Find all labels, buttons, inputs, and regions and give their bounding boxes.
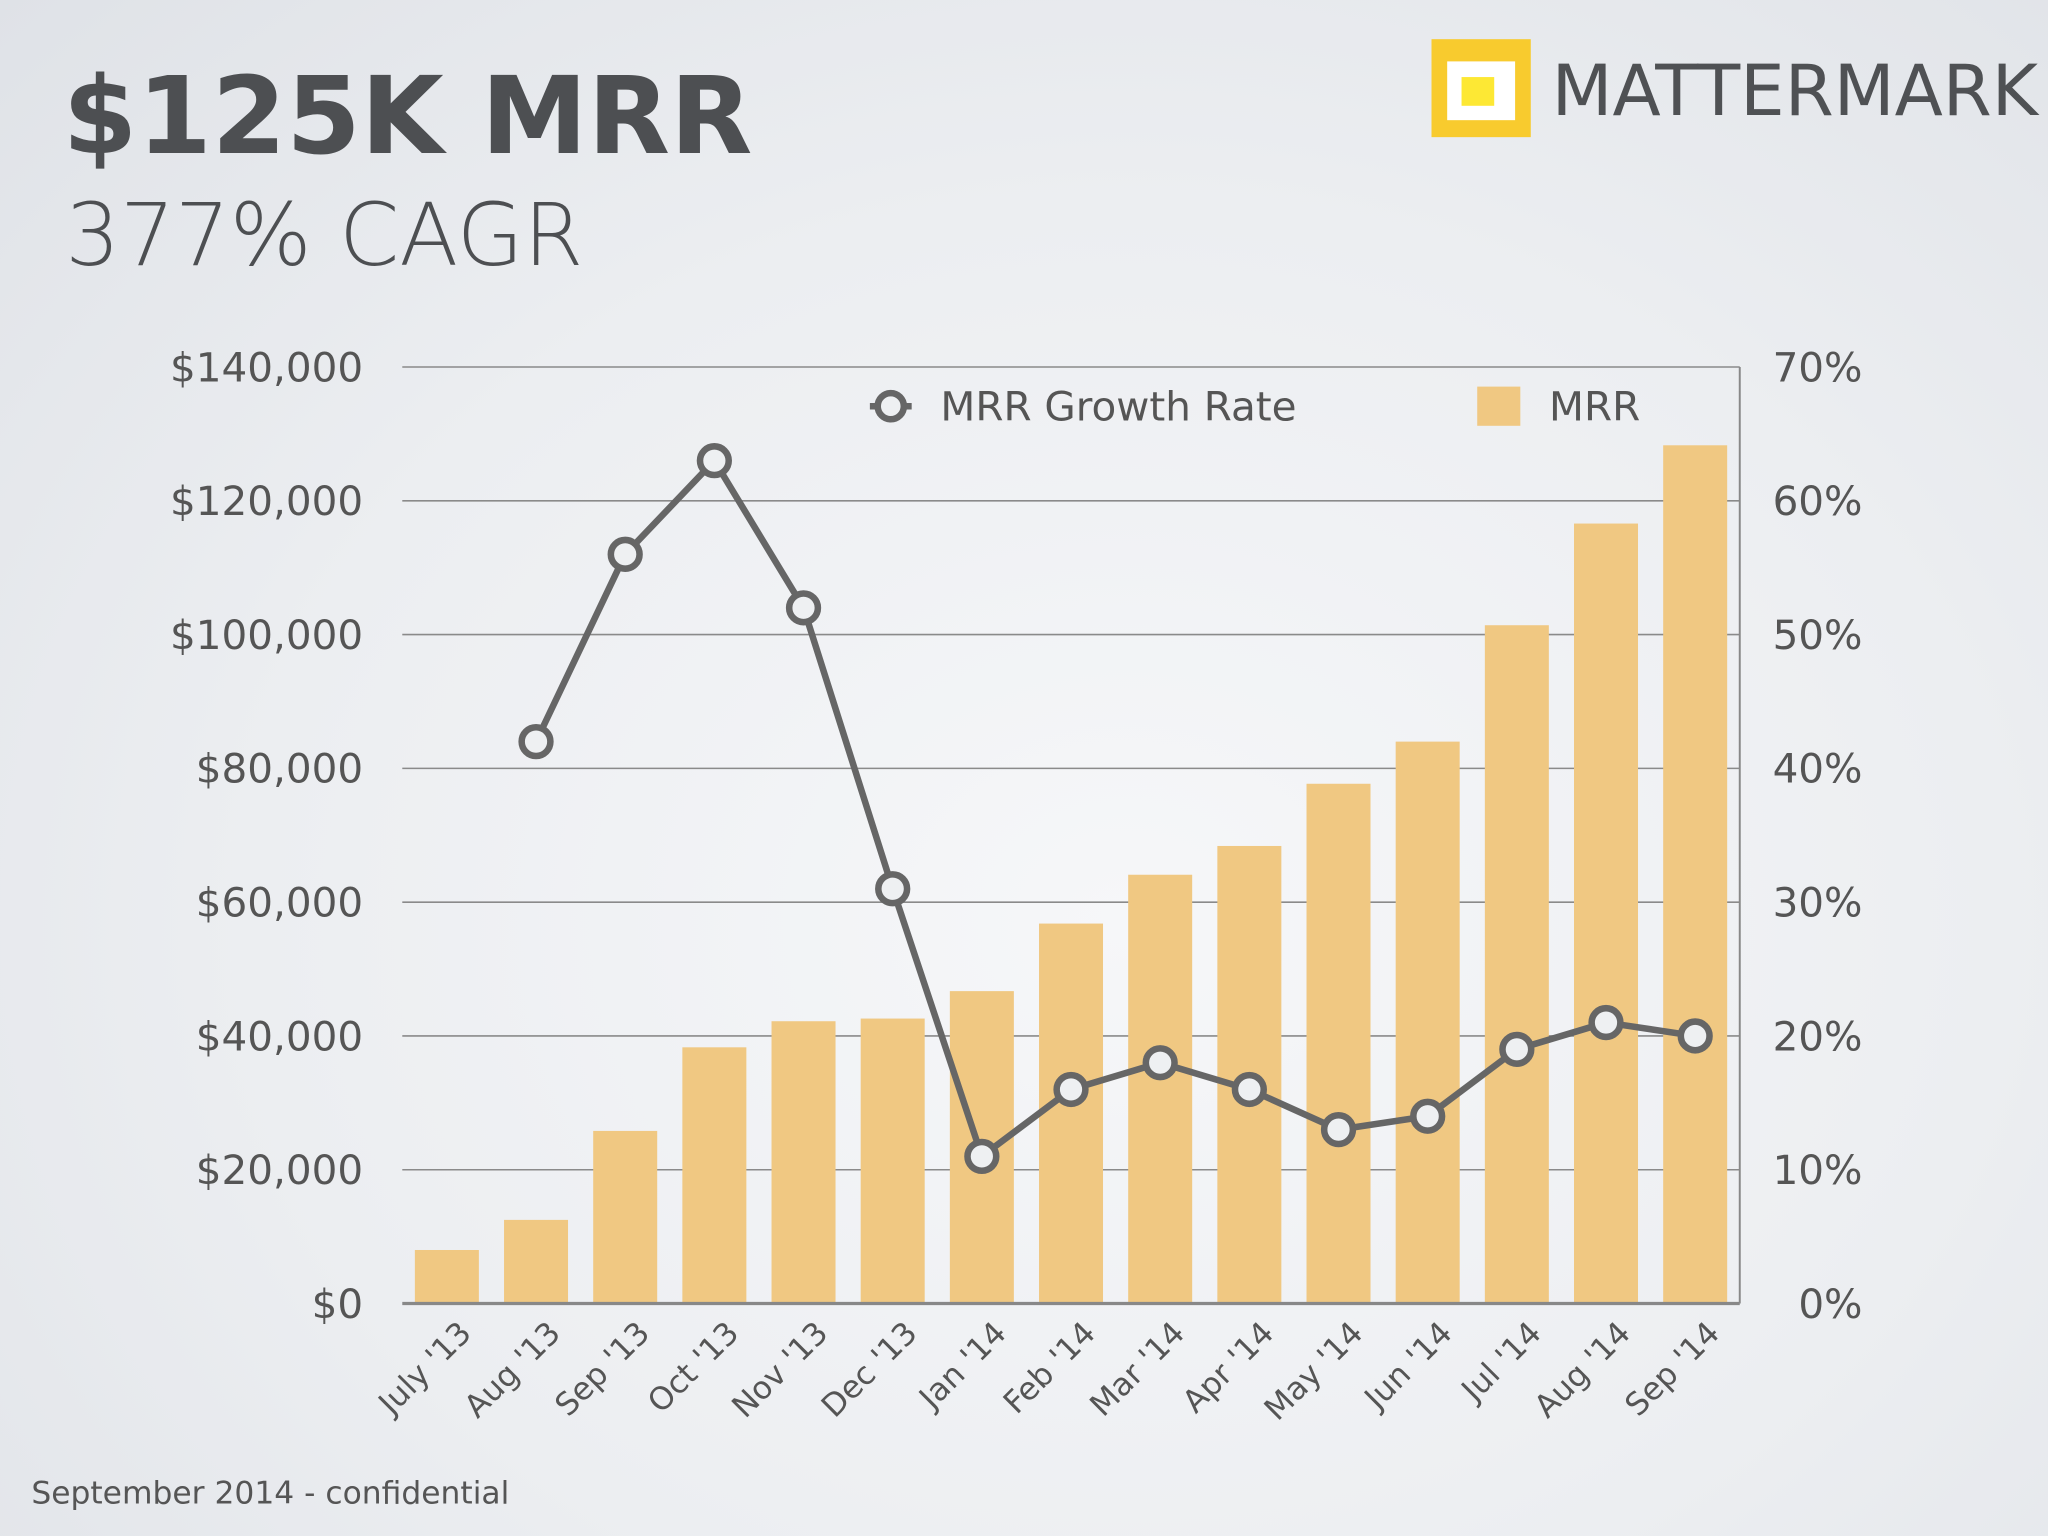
x-tick-label: Sep '13	[548, 1315, 657, 1424]
y-right-tick-label: 60%	[1773, 477, 1863, 525]
growth-rate-point	[1410, 1098, 1446, 1134]
growth-rate-point	[1499, 1031, 1535, 1067]
x-tick-label: May '14	[1258, 1315, 1371, 1428]
growth-rate-point	[1231, 1071, 1267, 1108]
growth-rate-line	[533, 457, 1696, 1160]
y-right-tick-label: 30%	[1773, 879, 1863, 927]
brand-name: MATTERMARK	[1552, 50, 2040, 132]
growth-rate-point	[1320, 1111, 1357, 1148]
x-tick-label: Sep '14	[1618, 1315, 1727, 1424]
brand-logo: MATTERMARK	[1431, 39, 2040, 138]
y-axis-left: $0 $20,000 $40,000 $60,000 $80,000 $100,000 $1…	[170, 343, 363, 1327]
bar-mrr	[860, 1018, 925, 1304]
growth-rate-point	[1677, 1018, 1713, 1054]
x-tick-label: Feb '14	[997, 1315, 1103, 1421]
x-tick-label: Aug '14	[1528, 1315, 1638, 1425]
growth-rate-point	[1053, 1071, 1089, 1108]
y-right-tick-label: 10%	[1773, 1146, 1863, 1194]
bar-mrr	[1574, 523, 1639, 1304]
x-tick-label: Jan '14	[911, 1315, 1013, 1417]
growth-rate-point	[1142, 1045, 1178, 1081]
legend-marker-icon	[874, 389, 908, 423]
bar-mrr	[1128, 874, 1193, 1304]
bar-mrr	[1663, 445, 1728, 1304]
x-tick-label: Nov '13	[725, 1315, 835, 1425]
bar-mrr	[1039, 923, 1104, 1304]
growth-rate-point	[696, 443, 732, 479]
y-left-tick-label: $140,000	[170, 343, 363, 391]
y-left-tick-label: $100,000	[170, 611, 363, 659]
page-subtitle: 377% CAGR	[65, 186, 583, 286]
y-left-tick-label: $20,000	[196, 1146, 363, 1194]
growth-rate-point	[785, 590, 822, 626]
x-tick-label: Jun '14	[1357, 1315, 1460, 1418]
growth-rate-point	[875, 871, 911, 907]
growth-rate-point	[964, 1138, 1000, 1174]
bar-mrr	[771, 1021, 836, 1304]
line-series-growth-rate	[518, 443, 1713, 1174]
y-right-tick-label: 40%	[1773, 745, 1863, 793]
bar-mrr	[414, 1249, 479, 1304]
growth-rate-point	[607, 536, 643, 572]
legend-bar-swatch	[1477, 386, 1521, 426]
bar-mrr	[1484, 625, 1549, 1304]
x-tick-label: Dec '13	[815, 1315, 925, 1425]
x-tick-label: July '13	[371, 1315, 479, 1423]
growth-rate-point	[518, 723, 554, 760]
y-left-tick-label: $0	[312, 1280, 364, 1328]
legend-label-growth: MRR Growth Rate	[940, 383, 1296, 431]
bar-mrr	[1306, 783, 1371, 1304]
bar-mrr	[1395, 741, 1460, 1304]
logo-center-square	[1461, 77, 1495, 106]
y-left-tick-label: $120,000	[170, 477, 363, 525]
plot-frame	[402, 367, 1741, 1306]
y-right-tick-label: 70%	[1773, 343, 1863, 391]
y-right-tick-label: 20%	[1773, 1012, 1863, 1060]
y-right-tick-label: 50%	[1773, 611, 1863, 659]
bar-mrr	[593, 1130, 658, 1304]
bar-mrr	[504, 1219, 569, 1304]
growth-rate-point	[1588, 1004, 1624, 1041]
y-left-tick-label: $60,000	[196, 879, 363, 927]
legend: MRR Growth Rate MRR	[869, 383, 1640, 431]
y-left-tick-label: $40,000	[196, 1012, 363, 1060]
legend-label-mrr: MRR	[1549, 383, 1640, 431]
y-axis-right: 0% 10% 20% 30% 40% 50% 60% 70%	[1773, 343, 1863, 1327]
x-tick-label: Mar '14	[1083, 1315, 1192, 1424]
bar-mrr	[682, 1047, 747, 1304]
footer-text: September 2014 - confidential	[31, 1475, 509, 1511]
x-tick-label: Aug '13	[458, 1315, 568, 1425]
page-title: $125K MRR	[63, 55, 753, 179]
y-right-tick-label: 0%	[1798, 1280, 1862, 1328]
bar-series-mrr	[414, 445, 1728, 1304]
y-left-tick-label: $80,000	[196, 745, 363, 793]
